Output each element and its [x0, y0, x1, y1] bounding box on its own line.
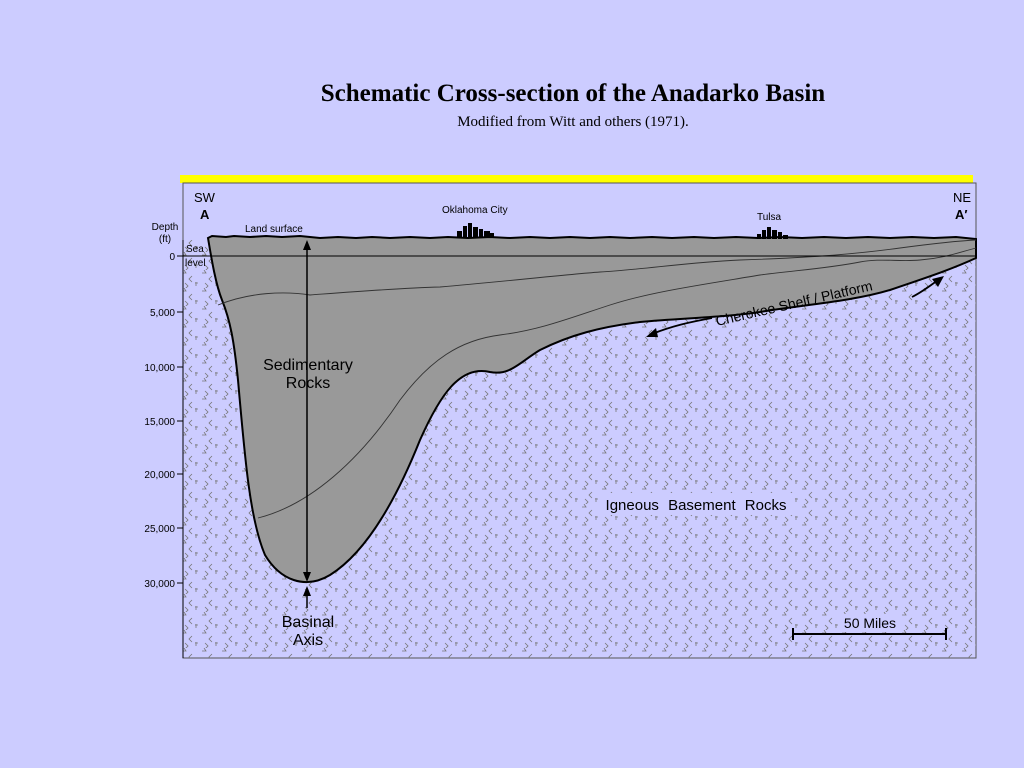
cherokee-right-arrow-icon: [911, 276, 944, 298]
igneous-basement-label: Igneous Basement Rocks: [606, 497, 787, 514]
sedimentary-rocks-area: [206, 234, 977, 584]
scale-bar: [792, 628, 947, 640]
cherokee-left-arrow-icon: [646, 317, 713, 337]
oklahoma-city-skyline-icon: [457, 223, 494, 237]
sedimentary-rocks-label: Sedimentary: [263, 357, 353, 374]
tulsa-label: Tulsa: [757, 212, 782, 223]
sw-point-label: A: [200, 207, 210, 222]
sedimentary-rocks-label: Rocks: [286, 375, 330, 392]
sediment-thickness-arrow-icon: [303, 240, 311, 582]
oklahoma-city-label: Oklahoma City: [442, 205, 508, 216]
depth-tick-label: 15,000: [144, 417, 175, 428]
scale-bar-label: 50 Miles: [844, 615, 896, 631]
basinal-axis-label: Axis: [293, 632, 323, 649]
depth-tick-label: 30,000: [144, 579, 175, 590]
depth-ticks: [177, 255, 183, 584]
ne-point-label: A′: [955, 207, 968, 222]
sw-label: SW: [194, 190, 216, 205]
land-surface-label: Land surface: [245, 224, 303, 235]
layer-line-2: [257, 247, 977, 519]
sea-level-label: Sea: [186, 244, 204, 255]
tulsa-skyline-icon: [757, 227, 788, 239]
depth-tick-label: 10,000: [144, 363, 175, 374]
yellow-top-bar: [180, 175, 973, 183]
depth-label: Depth: [152, 222, 179, 233]
sea-level-label: level: [185, 258, 206, 269]
depth-unit-label: (ft): [159, 234, 171, 245]
depth-tick-label: 5,000: [150, 308, 175, 319]
igneous-label-background: [598, 493, 794, 515]
depth-tick-label: 20,000: [144, 470, 175, 481]
ne-label: NE: [953, 190, 971, 205]
page-title: Schematic Cross-section of the Anadarko …: [320, 80, 826, 107]
layer-line-1: [217, 239, 977, 306]
basinal-axis-label: Basinal: [282, 614, 334, 631]
depth-tick-label: 0: [169, 252, 175, 263]
scale-label-background: [840, 614, 902, 632]
depth-tick-label: 25,000: [144, 524, 175, 535]
basinal-axis-arrow-icon: [303, 586, 311, 608]
page-subtitle: Modified from Witt and others (1971).: [457, 114, 689, 130]
